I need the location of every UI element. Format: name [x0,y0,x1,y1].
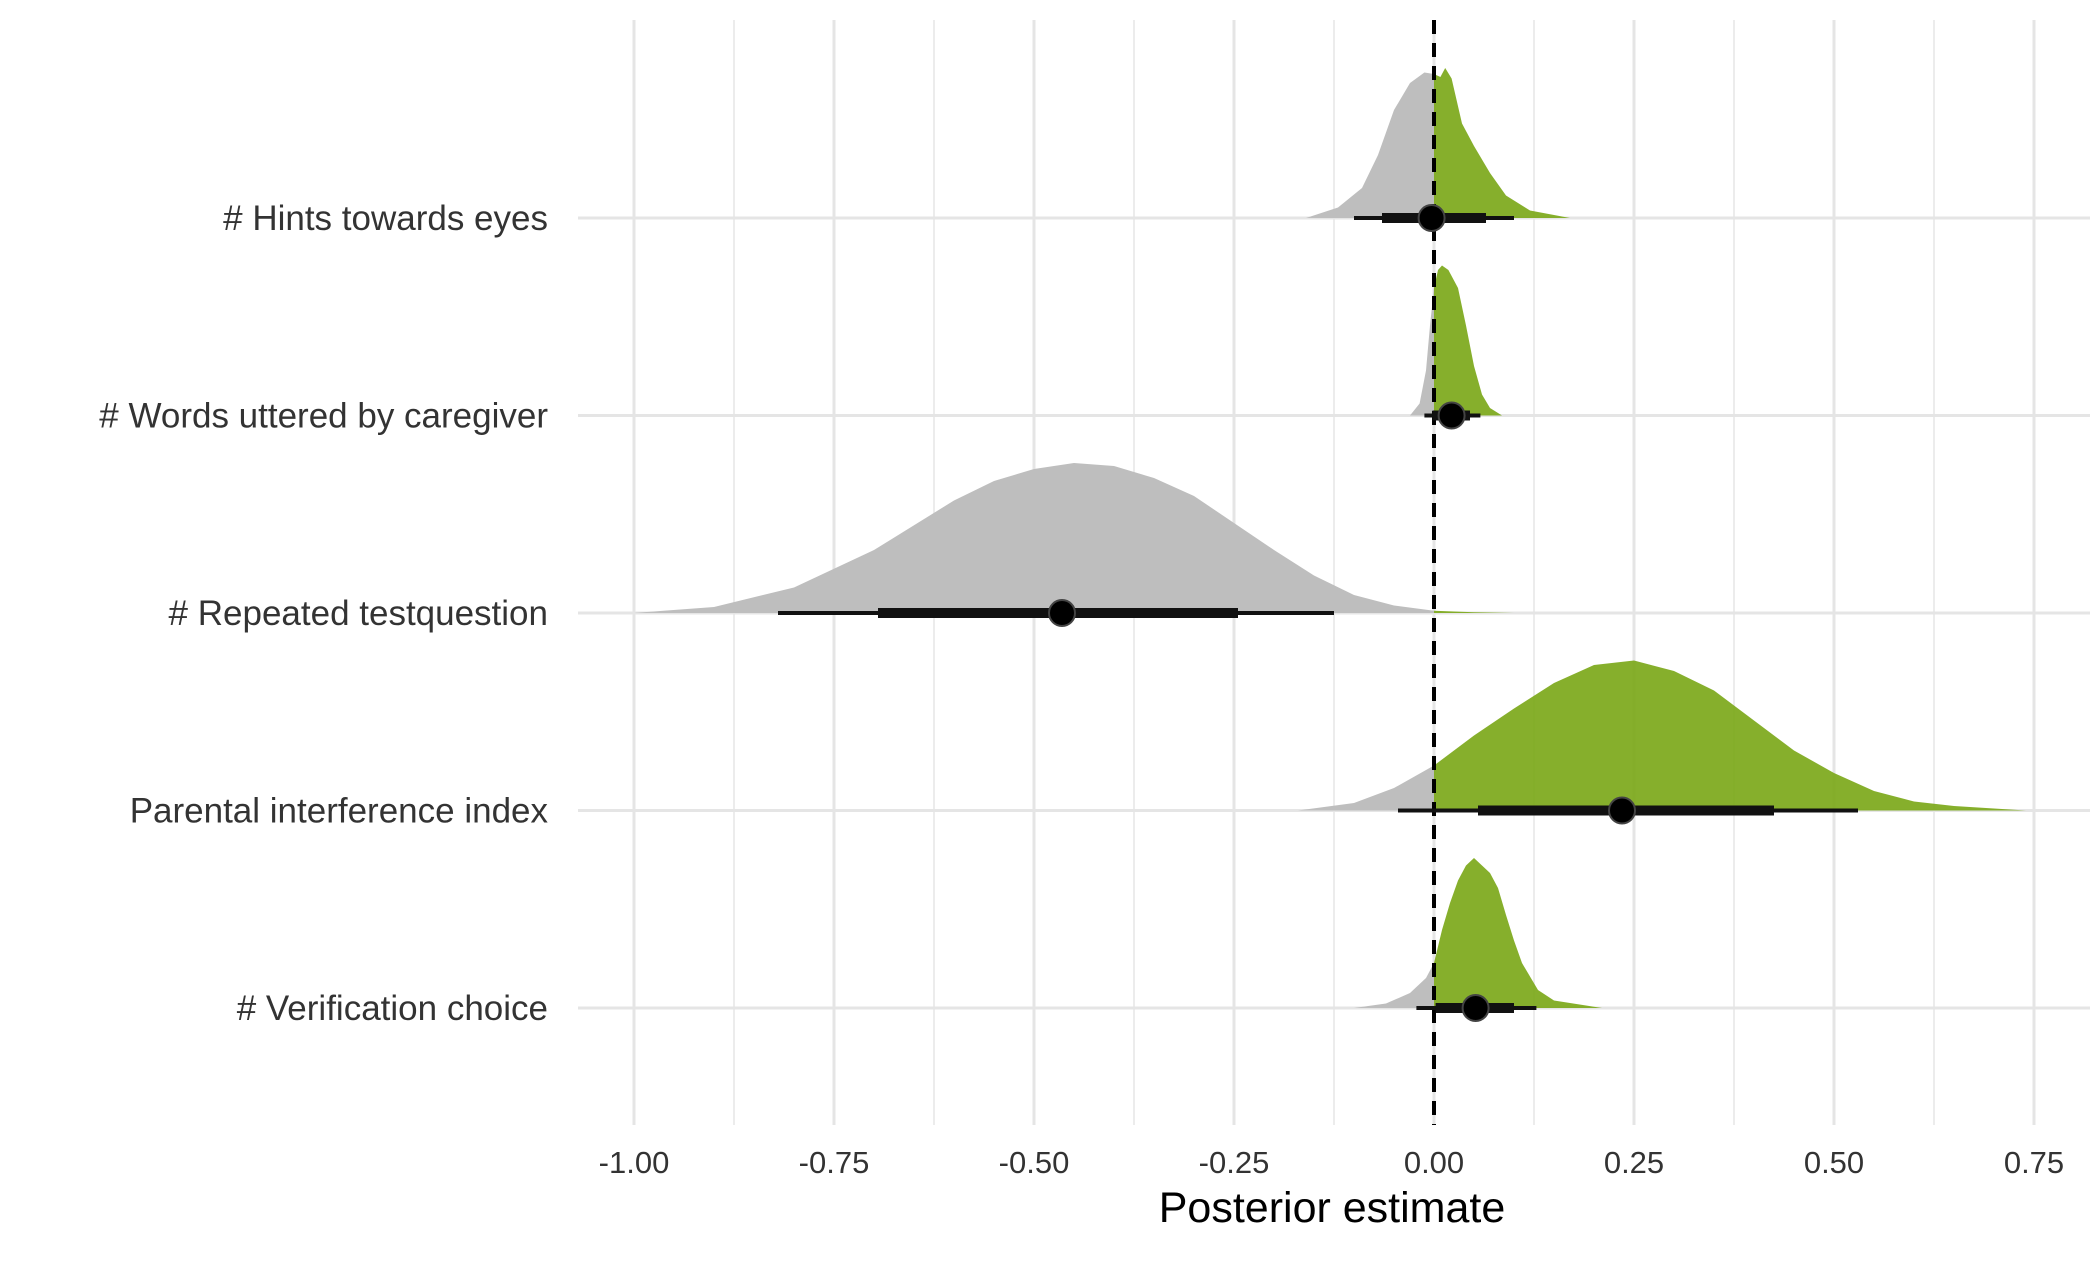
category-label: # Verification choice [237,989,548,1028]
x-tick-label: 0.75 [2004,1145,2064,1180]
category-labels: # Hints towards eyes # Words uttered by c… [99,199,548,1028]
density-negative-part [1354,963,1434,1008]
category-label: Parental interference index [130,792,549,831]
median-point [1048,599,1076,627]
density-positive-part [1434,68,1570,218]
density-negative-part [634,463,1434,613]
category-label: # Hints towards eyes [223,199,548,238]
density-layer [634,68,2026,1008]
density-positive-part [1434,858,1602,1008]
x-tick-label: 0.00 [1404,1145,1464,1180]
x-axis-title: Posterior estimate [1159,1184,1506,1232]
median-point [1417,204,1446,232]
category-label: # Repeated testquestion [169,594,548,633]
density-negative-part [1306,72,1434,218]
x-tick-label: -0.50 [999,1145,1070,1180]
density-positive-part [1434,660,2026,811]
interval-layer [778,204,1858,1022]
median-point [1608,796,1636,825]
density-negative-part [1298,765,1434,811]
density-negative-part [1410,288,1434,416]
x-tick-label: -1.00 [599,1145,670,1180]
grid-layer [578,20,2090,1125]
category-label: # Words uttered by caregiver [99,397,548,436]
x-tick-label: -0.25 [1199,1145,1270,1180]
x-tick-labels: -1.00 -0.75 -0.50 -0.25 0.00 0.25 0.50 0.75 [599,1145,2065,1180]
density-positive-part [1434,610,1514,613]
x-tick-label: -0.75 [799,1145,870,1180]
density-positive-part [1434,265,1502,416]
x-tick-label: 0.25 [1604,1145,1664,1180]
median-point [1461,994,1490,1022]
median-point [1437,401,1466,430]
x-tick-label: 0.50 [1804,1145,1864,1180]
